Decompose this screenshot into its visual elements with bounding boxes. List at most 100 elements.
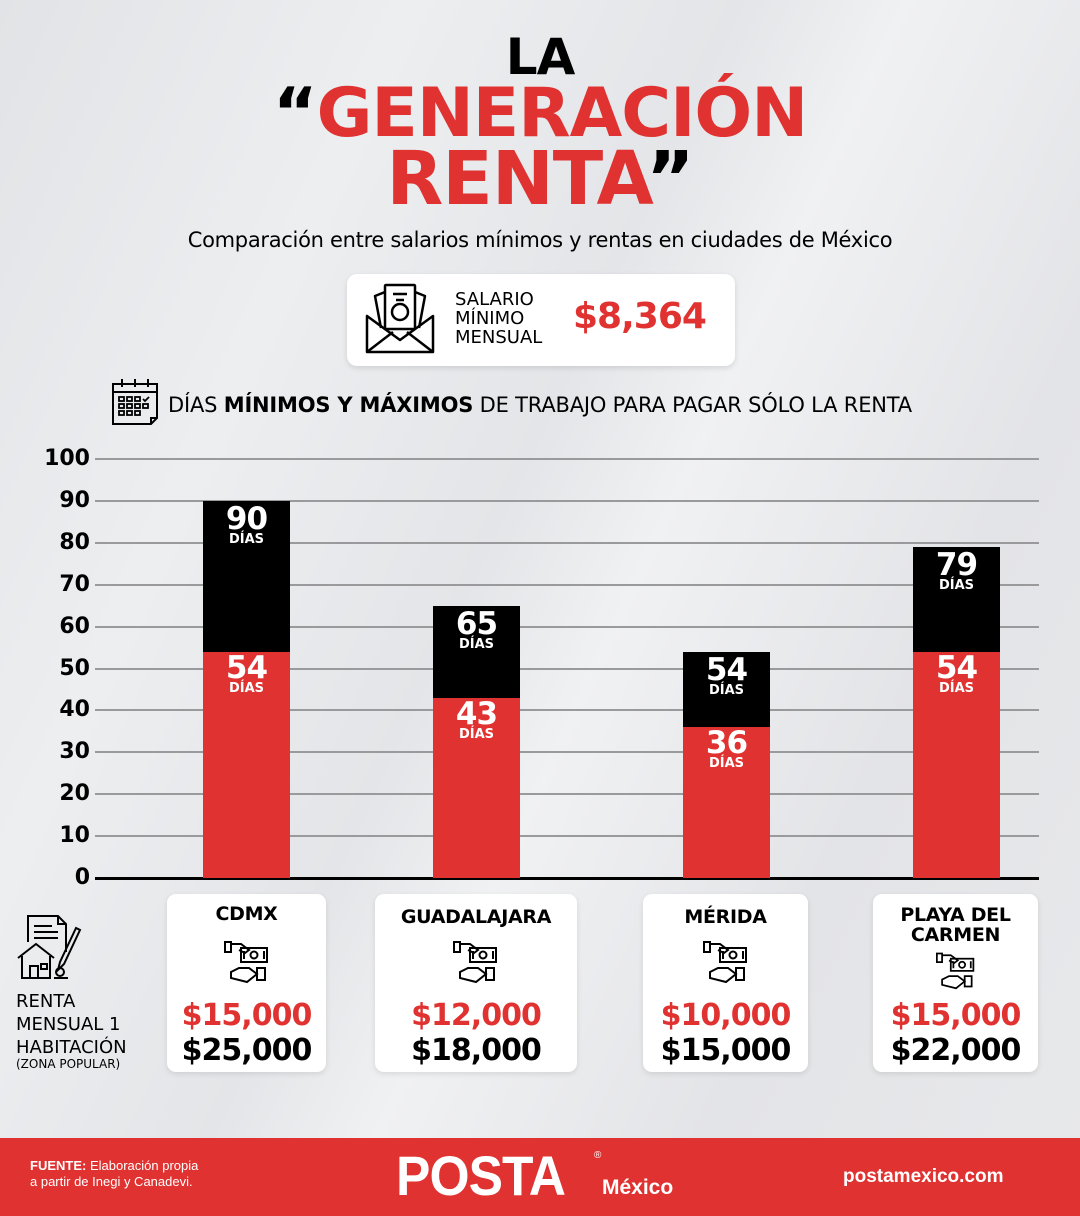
gridline bbox=[95, 499, 1039, 502]
days-unit: DÍAS bbox=[708, 756, 745, 772]
max-days-label: 65 DÍAS bbox=[433, 605, 520, 652]
bar-min-days bbox=[913, 651, 1000, 878]
salary-label-2: MÍNIMO bbox=[455, 308, 525, 329]
city-card-playa-del-carmen: PLAYA DEL CARMEN $15,000 $22,000 bbox=[873, 894, 1038, 1072]
title-line-3: RENTA” bbox=[0, 142, 1080, 216]
days-unit: DÍAS bbox=[458, 636, 495, 652]
city-name-line1: PLAYA DEL bbox=[900, 904, 1011, 926]
source-text-2: a partir de Inegi y Canadevi. bbox=[30, 1174, 193, 1189]
city-card-cdmx: CDMX $15,000 $25,000 bbox=[167, 894, 326, 1072]
money-hands-icon bbox=[702, 941, 747, 984]
subtitle: Comparación entre salarios mínimos y ren… bbox=[187, 228, 893, 252]
days-value: 54 bbox=[225, 649, 268, 686]
days-value: 54 bbox=[935, 649, 978, 686]
title-line-2: “GENERACIÓN bbox=[0, 80, 1080, 148]
days-unit: DÍAS bbox=[228, 680, 265, 696]
city-name-line2: CARMEN bbox=[910, 924, 1001, 946]
min-days-label: 36 DÍAS bbox=[683, 725, 770, 772]
rent-min-value: $12,000 bbox=[411, 998, 542, 1033]
money-hands-icon bbox=[453, 941, 497, 984]
y-tick-label: 100 bbox=[44, 446, 90, 471]
y-tick-label: 20 bbox=[59, 781, 90, 807]
close-quote: ” bbox=[646, 136, 695, 222]
days-unit: DÍAS bbox=[708, 682, 745, 698]
salary-value: $8,364 bbox=[573, 296, 707, 337]
registered-mark: ® bbox=[594, 1150, 602, 1161]
rent-legend-line1: RENTA bbox=[16, 991, 76, 1012]
minimum-salary-box: SALARIO MÍNIMO MENSUAL $8,364 bbox=[347, 274, 735, 366]
posta-logo[interactable]: POSTA bbox=[396, 1144, 566, 1207]
y-tick-label: 30 bbox=[59, 739, 90, 765]
gridline bbox=[95, 541, 1039, 544]
gridline bbox=[95, 709, 1039, 712]
money-hands-icon bbox=[935, 952, 974, 990]
gridline bbox=[95, 835, 1039, 838]
house-contract-icon bbox=[17, 915, 82, 979]
bar-min-days bbox=[433, 697, 520, 878]
salary-label-3: MENSUAL bbox=[455, 327, 543, 348]
rent-legend-label: RENTA MENSUAL 1 HABITACIÓN bbox=[16, 990, 127, 1059]
rent-min-value: $15,000 bbox=[890, 998, 1022, 1033]
section-title: DÍAS MÍNIMOS Y MÁXIMOS DE TRABAJO PARA P… bbox=[168, 393, 912, 417]
calendar-icon bbox=[112, 379, 158, 425]
days-unit: DÍAS bbox=[938, 577, 975, 593]
y-tick-label: 80 bbox=[59, 529, 90, 555]
rent-max-value: $15,000 bbox=[660, 1033, 792, 1068]
y-tick-label: 60 bbox=[59, 613, 90, 639]
y-tick-label: 10 bbox=[59, 823, 90, 849]
city-name: MÉRIDA bbox=[684, 906, 767, 928]
gridline bbox=[95, 751, 1039, 754]
footer-source: FUENTE: Elaboración propia a partir de I… bbox=[30, 1158, 198, 1190]
footer: FUENTE: Elaboración propia a partir de I… bbox=[0, 1138, 1080, 1216]
gridline bbox=[95, 583, 1039, 586]
bar-max-days bbox=[433, 605, 520, 698]
min-days-label: 54 DÍAS bbox=[913, 649, 1000, 696]
days-value: 54 bbox=[705, 651, 748, 688]
section-title-part1: DÍAS bbox=[168, 393, 224, 417]
rent-min-value: $15,000 bbox=[181, 998, 313, 1033]
rent-max-value: $25,000 bbox=[181, 1033, 313, 1068]
y-tick-label: 70 bbox=[59, 571, 90, 597]
section-title-bold: MÍNIMOS Y MÁXIMOS bbox=[223, 393, 474, 417]
y-tick-label: 50 bbox=[59, 655, 90, 681]
bar-min-days bbox=[203, 651, 290, 878]
gridline bbox=[95, 625, 1039, 628]
rent-legend-note: (ZONA POPULAR) bbox=[16, 1057, 121, 1071]
x-axis-line bbox=[95, 877, 1039, 880]
city-card-guadalajara: GUADALAJARA $12,000 $18,000 bbox=[375, 894, 577, 1072]
rent-legend-line3: HABITACIÓN bbox=[16, 1037, 127, 1058]
source-text-1: Elaboración propia bbox=[86, 1158, 199, 1173]
city-name: GUADALAJARA bbox=[400, 906, 552, 928]
max-days-label: 90 DÍAS bbox=[203, 500, 290, 547]
min-days-label: 54 DÍAS bbox=[203, 649, 290, 696]
gridline bbox=[95, 793, 1039, 796]
open-quote: “ bbox=[272, 74, 318, 153]
bar-max-days bbox=[913, 546, 1000, 652]
city-card-merida: MÉRIDA $10,000 $15,000 bbox=[643, 894, 808, 1072]
source-label: FUENTE: bbox=[30, 1158, 87, 1173]
bar-max-days bbox=[203, 500, 290, 652]
days-value: 65 bbox=[455, 605, 498, 642]
rent-max-value: $22,000 bbox=[890, 1033, 1022, 1068]
title-renta: RENTA bbox=[386, 136, 647, 222]
section-title-part2: DE TRABAJO PARA PAGAR SÓLO LA RENTA bbox=[473, 393, 912, 417]
rent-max-value: $18,000 bbox=[411, 1033, 542, 1068]
bar-min-days bbox=[683, 727, 770, 878]
website-link[interactable]: postamexico.com bbox=[843, 1166, 1004, 1187]
days-value: 90 bbox=[225, 500, 268, 537]
gridline bbox=[95, 458, 1039, 460]
rent-min-value: $10,000 bbox=[660, 998, 792, 1033]
title-line-1: LA bbox=[505, 28, 576, 86]
days-value: 36 bbox=[705, 725, 748, 762]
min-days-label: 43 DÍAS bbox=[433, 695, 520, 741]
max-days-label: 79 DÍAS bbox=[913, 546, 1000, 593]
days-unit: DÍAS bbox=[228, 531, 265, 547]
days-value: 43 bbox=[455, 695, 498, 732]
days-value: 79 bbox=[935, 546, 978, 583]
y-tick-label: 40 bbox=[59, 697, 90, 723]
title-generacion: GENERACIÓN bbox=[316, 74, 809, 153]
posta-logo-sub: México bbox=[602, 1176, 674, 1199]
salary-label-1: SALARIO bbox=[455, 289, 534, 310]
days-unit: DÍAS bbox=[938, 680, 975, 696]
y-tick-label: 90 bbox=[59, 487, 90, 513]
